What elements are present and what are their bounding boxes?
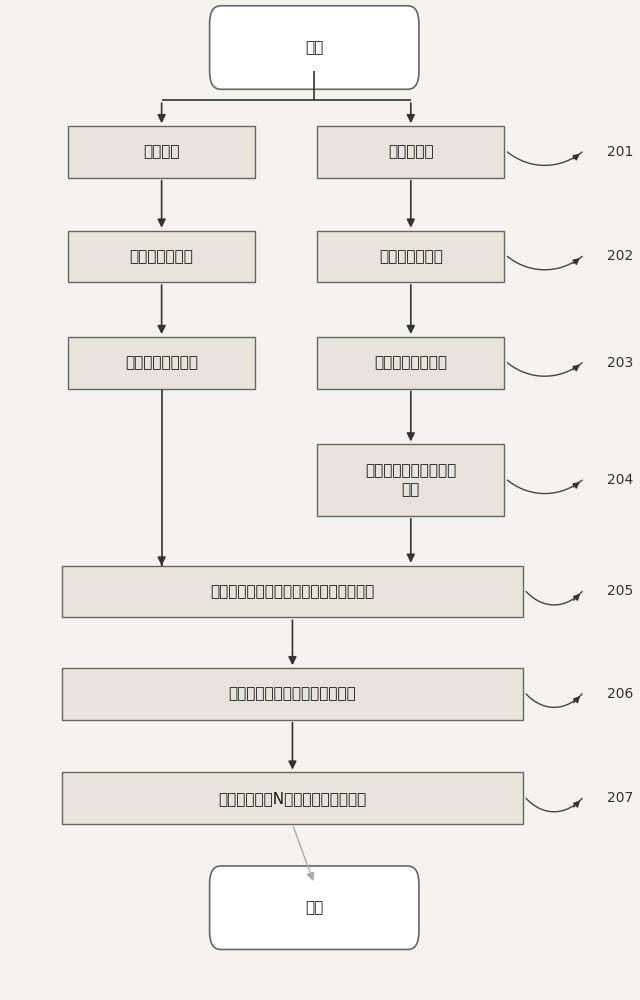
Text: 结束: 结束	[305, 900, 323, 915]
FancyBboxPatch shape	[317, 231, 504, 282]
Text: 203: 203	[607, 356, 634, 370]
Text: 计算数据库样本的近邻
矩阵: 计算数据库样本的近邻 矩阵	[365, 463, 456, 498]
Text: 开始: 开始	[305, 40, 323, 55]
FancyBboxPatch shape	[68, 231, 255, 282]
FancyBboxPatch shape	[62, 566, 523, 617]
Text: 201: 201	[607, 145, 634, 159]
Text: 提取图像认知特征: 提取图像认知特征	[374, 355, 447, 370]
Text: 对相似性得分进行由大到小排序: 对相似性得分进行由大到小排序	[228, 686, 356, 701]
FancyBboxPatch shape	[68, 337, 255, 389]
Text: 206: 206	[607, 687, 634, 701]
Text: 数据库图像: 数据库图像	[388, 144, 434, 159]
Text: 204: 204	[607, 473, 634, 487]
Text: 查询图像: 查询图像	[143, 144, 180, 159]
FancyBboxPatch shape	[62, 668, 523, 720]
FancyBboxPatch shape	[62, 772, 523, 824]
Text: 提取图像认知特征: 提取图像认知特征	[125, 355, 198, 370]
Text: 检测一致性区域: 检测一致性区域	[130, 249, 193, 264]
Text: 计算数据库样本与查询图像的相似性得分: 计算数据库样本与查询图像的相似性得分	[211, 584, 374, 599]
Text: 202: 202	[607, 249, 634, 263]
FancyBboxPatch shape	[317, 444, 504, 516]
FancyBboxPatch shape	[317, 126, 504, 178]
FancyBboxPatch shape	[317, 337, 504, 389]
FancyBboxPatch shape	[209, 6, 419, 89]
Text: 输出数据库前N幅图像作为检索结果: 输出数据库前N幅图像作为检索结果	[218, 791, 367, 806]
FancyBboxPatch shape	[209, 866, 419, 949]
FancyBboxPatch shape	[68, 126, 255, 178]
Text: 检测一致性区域: 检测一致性区域	[379, 249, 443, 264]
Text: 205: 205	[607, 584, 634, 598]
Text: 207: 207	[607, 791, 634, 805]
